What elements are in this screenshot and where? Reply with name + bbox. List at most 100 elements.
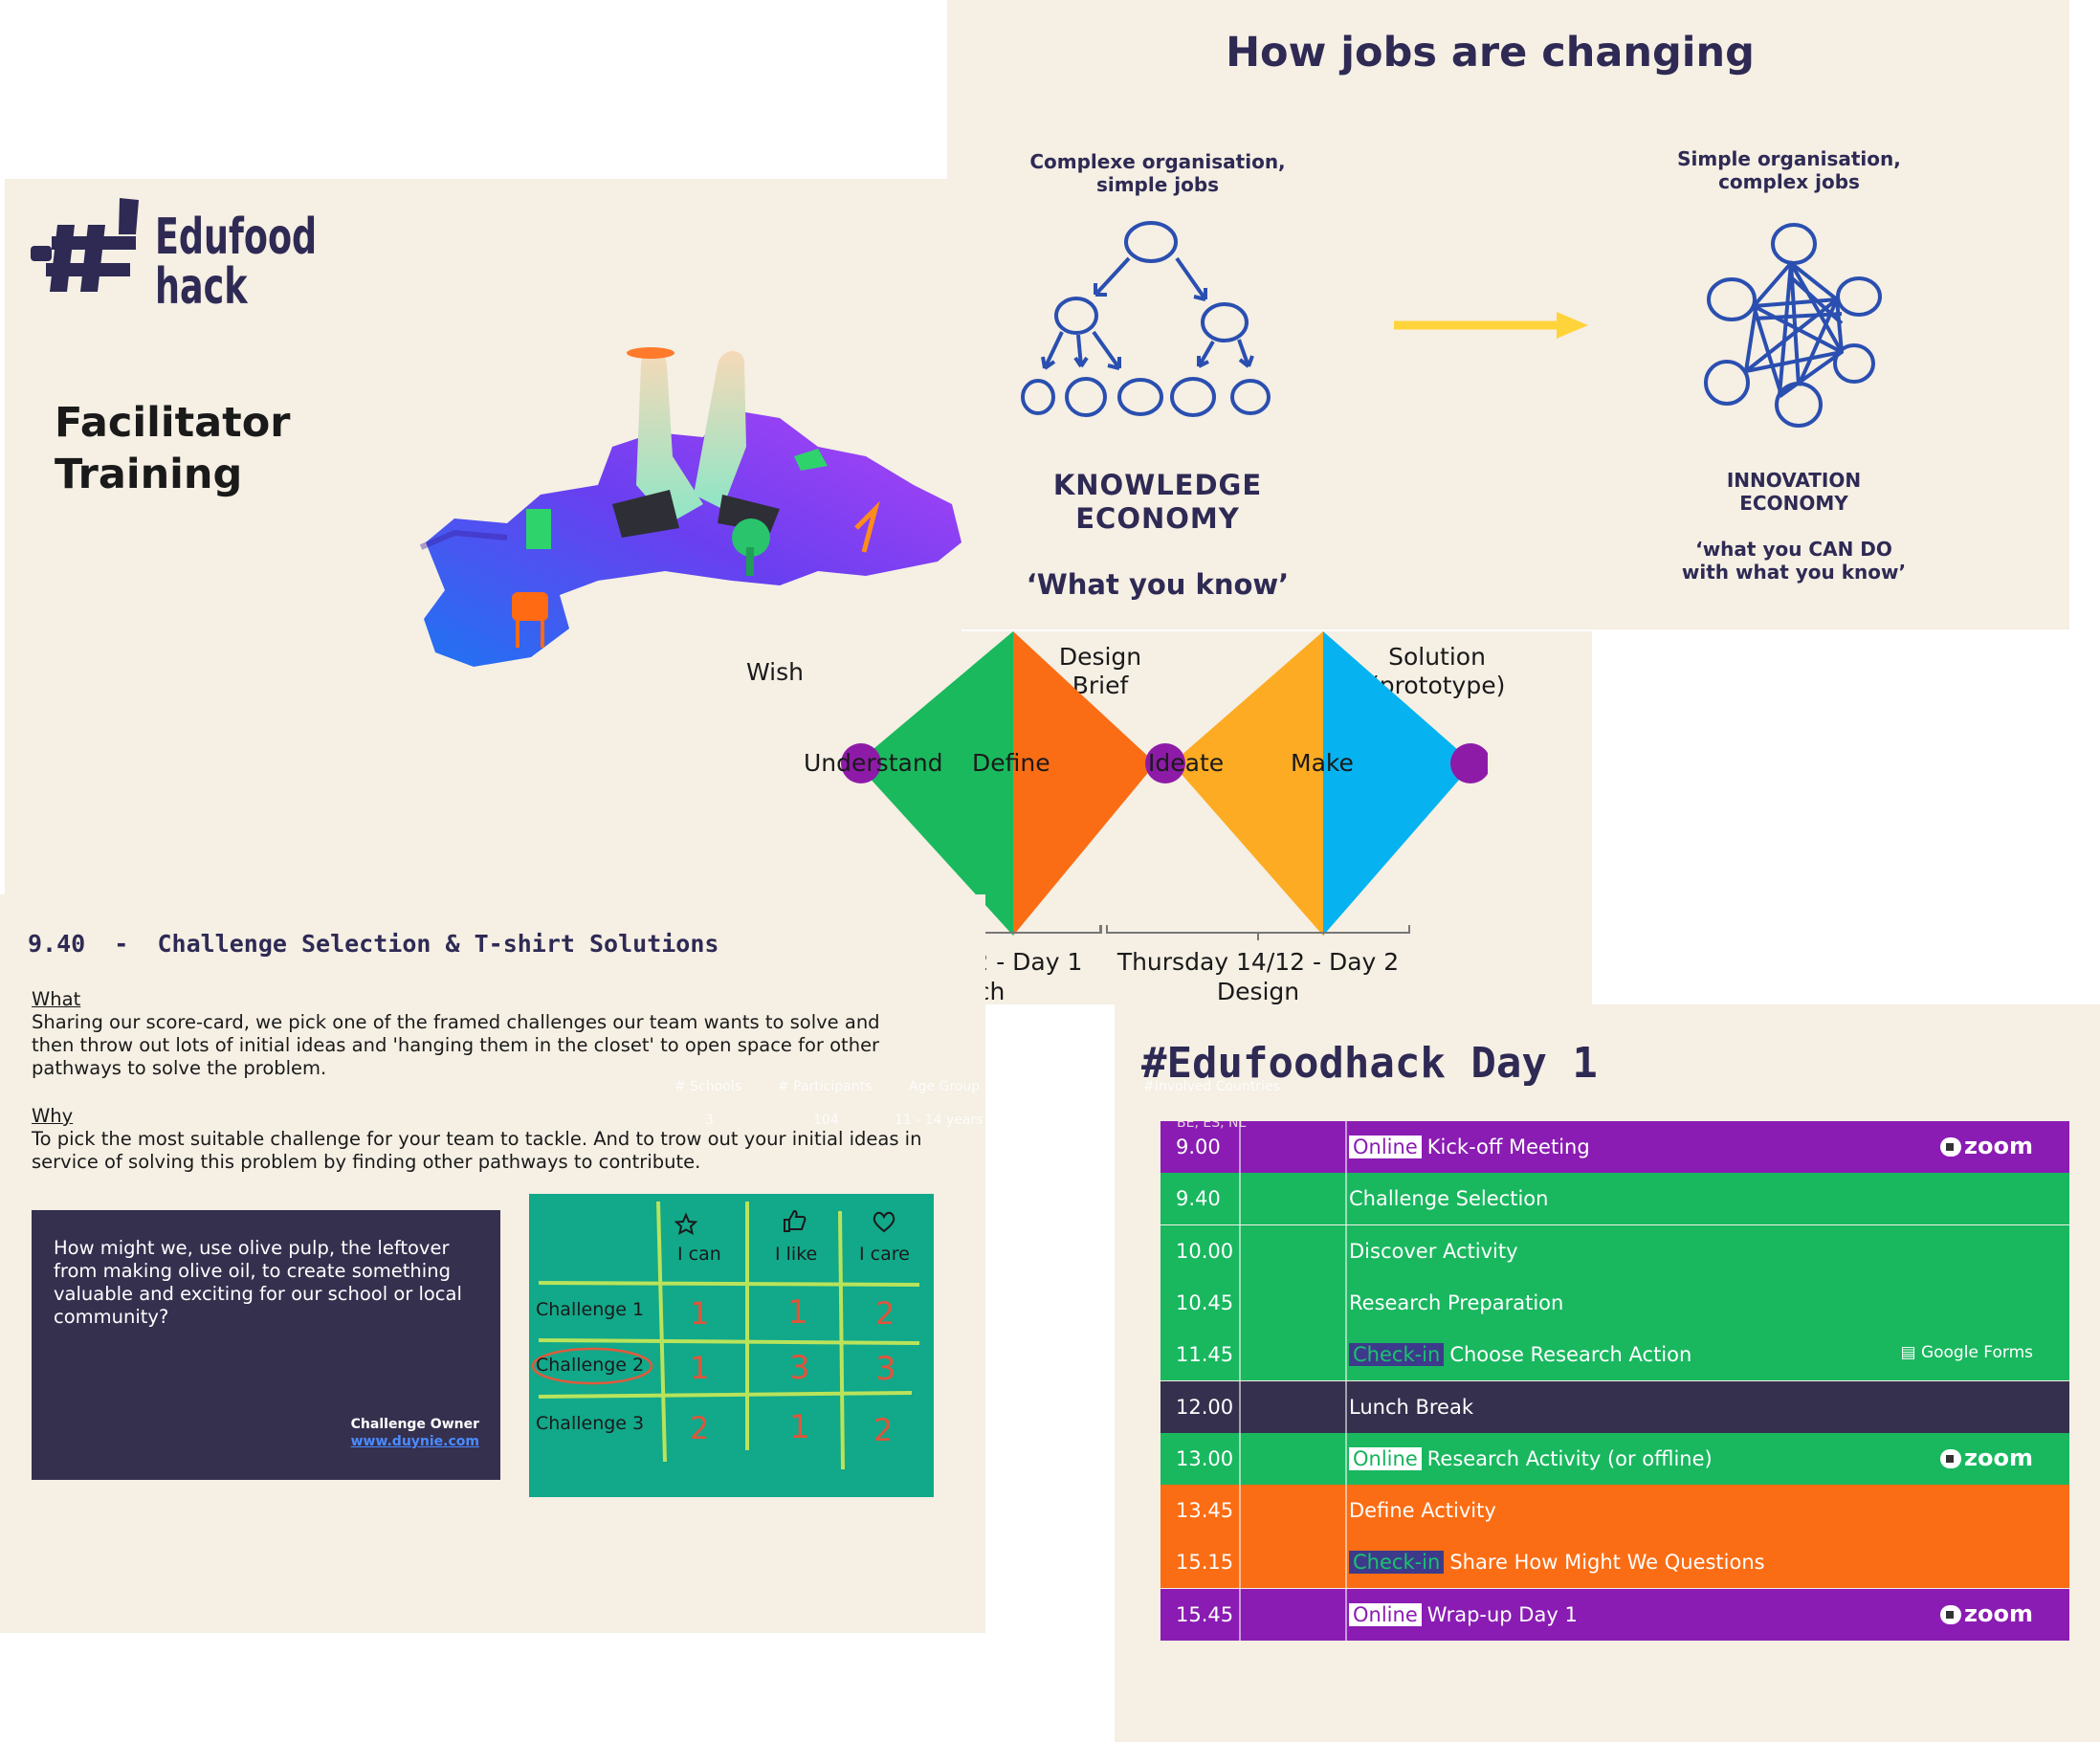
challenge-slide: 9.40 - Challenge Selection & T-shirt Sol… [0,894,985,1633]
day2-label: Thursday 14/12 - Day 2 Design [1095,947,1421,1006]
what-line: Sharing our score-card, we pick one of t… [32,1011,880,1033]
why-line: To pick the most suitable challenge for … [32,1128,922,1150]
faint-header: # Challenges [1017,1079,1107,1094]
row-divider [1239,1276,1241,1329]
zoom-label: zoom [1964,1133,2033,1159]
row-divider [1239,1588,1241,1641]
edufood-logo-mark [31,198,139,292]
zoom-logo[interactable]: zoom [1940,1600,2033,1627]
stage-dot [841,743,881,783]
schedule-time: 13.45 [1176,1499,1234,1523]
activity-label: Research Preparation [1349,1290,1564,1314]
innovation-economy-label: INNOVATION ECONOMY [1646,469,1942,515]
left-caption-line: simple jobs [1095,173,1220,196]
zoom-logo[interactable]: zoom [1940,1133,2033,1159]
stage-line: Brief [1072,672,1129,699]
right-caption: Simple organisation, complex jobs [1617,147,1961,193]
schedule-row: 9.00 Online Kick-off Meeting zoom [1161,1121,2069,1173]
score-value: 1 [690,1295,710,1332]
phase-define: Define [972,749,1050,777]
stage-line: Solution [1388,643,1486,671]
economy-line: ECONOMY [1075,502,1240,535]
row-divider [1345,1121,1347,1173]
schedule-slide: #Edufoodhack Day 1 9.00 Online Kick-off Me… [1115,1004,2100,1742]
schedule-time: 11.45 [1176,1343,1234,1367]
why-label: Why [32,1105,74,1127]
google-forms-label: Google Forms [1920,1343,2033,1363]
zoom-camera-icon [1940,1448,1962,1468]
schedule-row: 15.45 Online Wrap-up Day 1 zoom [1161,1588,2069,1641]
zoom-label: zoom [1964,1444,2033,1471]
challenge-card: How might we, use olive pulp, the leftov… [32,1210,500,1480]
row-divider [1345,1536,1347,1589]
double-diamond [841,631,1488,936]
activity-label: Share How Might We Questions [1449,1551,1765,1575]
row-divider [1239,1224,1241,1277]
schedule-row: 11.45 Check-in Choose Research Action ▤ Goo… [1161,1329,2069,1381]
economy-line: KNOWLEDGE [1052,469,1263,501]
schedule-activity: Check-in Share How Might We Questions [1349,1551,1765,1575]
score-row-label: Challenge 3 [536,1413,645,1434]
schedule-title: #Edufoodhack Day 1 [1141,1039,1598,1088]
jobs-title: How jobs are changing [1226,29,1755,77]
schedule-row: 13.45 Define Activity [1161,1485,2069,1537]
owner-link[interactable]: www.duynie.com [350,1434,479,1449]
faint-header: #Involved Countries [1143,1079,1280,1094]
row-divider [1345,1173,1347,1225]
schedule-row: 10.45 Research Preparation [1161,1276,2069,1329]
stage-design-brief: Design Brief [1033,643,1167,700]
faint-value: 104 [813,1113,839,1128]
stage-dot [1145,743,1185,783]
logo-line: hack [155,258,248,316]
schedule-activity: Online Kick-off Meeting [1349,1136,1590,1158]
europe-hands-illustration [419,347,962,667]
challenge-owner: Challenge Owner www.duynie.com [351,1416,479,1450]
faint-value: 3 [705,1113,714,1128]
schedule-row: 15.15 Check-in Share How Might We Question… [1161,1536,2069,1589]
ideate-triangle [1172,631,1323,936]
hierarchy-diagram [1021,221,1271,417]
question-line: community? [54,1306,169,1328]
faint-header: # Schools [674,1079,741,1094]
heart-icon [873,1211,895,1233]
star-icon [674,1213,697,1235]
quote-line: with what you know’ [1681,561,1907,584]
zoom-logo[interactable]: zoom [1940,1444,2033,1471]
faint-header: # Participants [778,1079,873,1094]
economy-line: INNOVATION [1726,469,1862,492]
online-tag: Online [1349,1136,1422,1158]
selected-challenge-circle [531,1347,653,1385]
score-value: 1 [690,1350,710,1386]
jobs-slide: How jobs are changing Complexe organisat… [947,0,2069,629]
logo-line: Edufood [155,209,318,266]
row-divider [1345,1432,1347,1485]
google-forms-logo[interactable]: ▤ Google Forms [1900,1343,2033,1362]
network-diagram [1704,223,1882,428]
score-column-header: I care [859,1244,910,1265]
activity-label: Kick-off Meeting [1426,1136,1590,1158]
understand-triangle [856,631,1013,936]
zoom-label: zoom [1964,1599,2033,1627]
score-row-label: Challenge 2 [536,1355,645,1376]
google-forms-icon: ▤ [1900,1343,1921,1363]
schedule-activity: Check-in Choose Research Action [1349,1343,1691,1367]
row-divider [1239,1329,1241,1381]
score-value: 1 [789,1408,810,1446]
row-divider [1345,1224,1347,1277]
score-column-header: I can [677,1244,721,1265]
phase-ideate: Ideate [1148,749,1225,777]
activity-label: Lunch Break [1349,1395,1474,1419]
stage-wish: Wish [746,658,804,686]
schedule-row: 13.00 Online Research Activity (or offline… [1161,1432,2069,1485]
owner-label: Challenge Owner [350,1417,479,1432]
schedule-activity: Online Wrap-up Day 1 [1349,1602,1578,1626]
schedule-row: 9.40 Challenge Selection [1161,1173,2069,1225]
day-line: Design [1216,978,1300,1005]
check-in-tag: Check-in [1349,1551,1445,1575]
stage-solution: Solution (prototype) [1370,643,1505,700]
schedule-time: 13.00 [1176,1446,1234,1470]
stage-line: Design [1058,643,1142,671]
make-triangle [1323,631,1473,936]
faint-value: 6 [1062,1113,1071,1128]
score-row-label: Challenge 1 [536,1299,645,1320]
